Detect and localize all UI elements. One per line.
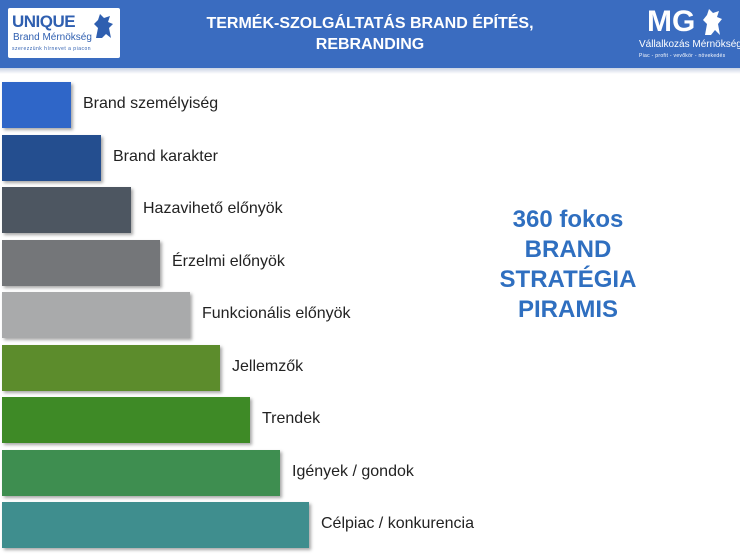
- page-title: TERMÉK-SZOLGÁLTATÁS BRAND ÉPÍTÉS, REBRAN…: [150, 13, 590, 55]
- logo-wordmark: UNIQUE: [12, 12, 76, 31]
- pyramid-step-bar: [2, 240, 160, 286]
- mg-tagline: Piac - profit - vevőkör - növekedés: [639, 53, 726, 59]
- pyramid-step-label: Hazavihető előnyök: [143, 200, 283, 217]
- pyramid-step-bar: [2, 135, 101, 181]
- pyramid-step-bar: [2, 450, 280, 496]
- lion-icon: [703, 9, 722, 35]
- pyramid-step-label: Érzelmi előnyök: [172, 253, 285, 270]
- logo-subtitle: Brand Mérnökség: [13, 32, 92, 43]
- pyramid-step-bar: [2, 502, 309, 548]
- unique-logo[interactable]: UNIQUE Brand Mérnökség szerezzünk hírnev…: [8, 8, 120, 58]
- pyramid-step-bar: [2, 292, 190, 338]
- header-bar: UNIQUE Brand Mérnökség szerezzünk hírnev…: [0, 0, 740, 68]
- lion-icon: [94, 14, 113, 38]
- header-shadow: [0, 68, 740, 74]
- title-line-2: REBRANDING: [315, 36, 425, 53]
- caption-line-2: BRAND: [524, 236, 612, 263]
- pyramid-step-label: Brand személyiség: [83, 95, 219, 112]
- pyramid-step-label: Funkcionális előnyök: [202, 305, 351, 322]
- pyramid-step-label: Trendek: [262, 410, 321, 427]
- title-line-1: TERMÉK-SZOLGÁLTATÁS BRAND ÉPÍTÉS,: [206, 15, 534, 32]
- caption-line-3: STRATÉGIA: [499, 266, 637, 293]
- caption-line-4: PIRAMIS: [517, 296, 618, 323]
- logo-tagline: szerezzünk hírnevet a piacon: [12, 46, 92, 52]
- pyramid-caption: 360 fokos BRAND STRATÉGIA PIRAMIS: [470, 205, 666, 325]
- pyramid-step-bar: [2, 82, 71, 128]
- pyramid-step-label: Jellemzők: [232, 358, 304, 375]
- caption-line-1: 360 fokos: [512, 206, 624, 233]
- pyramid-step-label: Célpiac / konkurencia: [321, 515, 474, 532]
- pyramid-step-bar: [2, 187, 131, 233]
- mg-logo[interactable]: MG Vállalkozás Mérnökség Piac - profit -…: [633, 5, 740, 63]
- pyramid-step-label: Brand karakter: [113, 148, 218, 165]
- pyramid-step-bar: [2, 345, 220, 391]
- mg-wordmark: MG: [647, 5, 696, 38]
- mg-subtitle: Vállalkozás Mérnökség: [639, 39, 740, 50]
- pyramid-step-label: Igények / gondok: [292, 463, 414, 480]
- pyramid-step-bar: [2, 397, 250, 443]
